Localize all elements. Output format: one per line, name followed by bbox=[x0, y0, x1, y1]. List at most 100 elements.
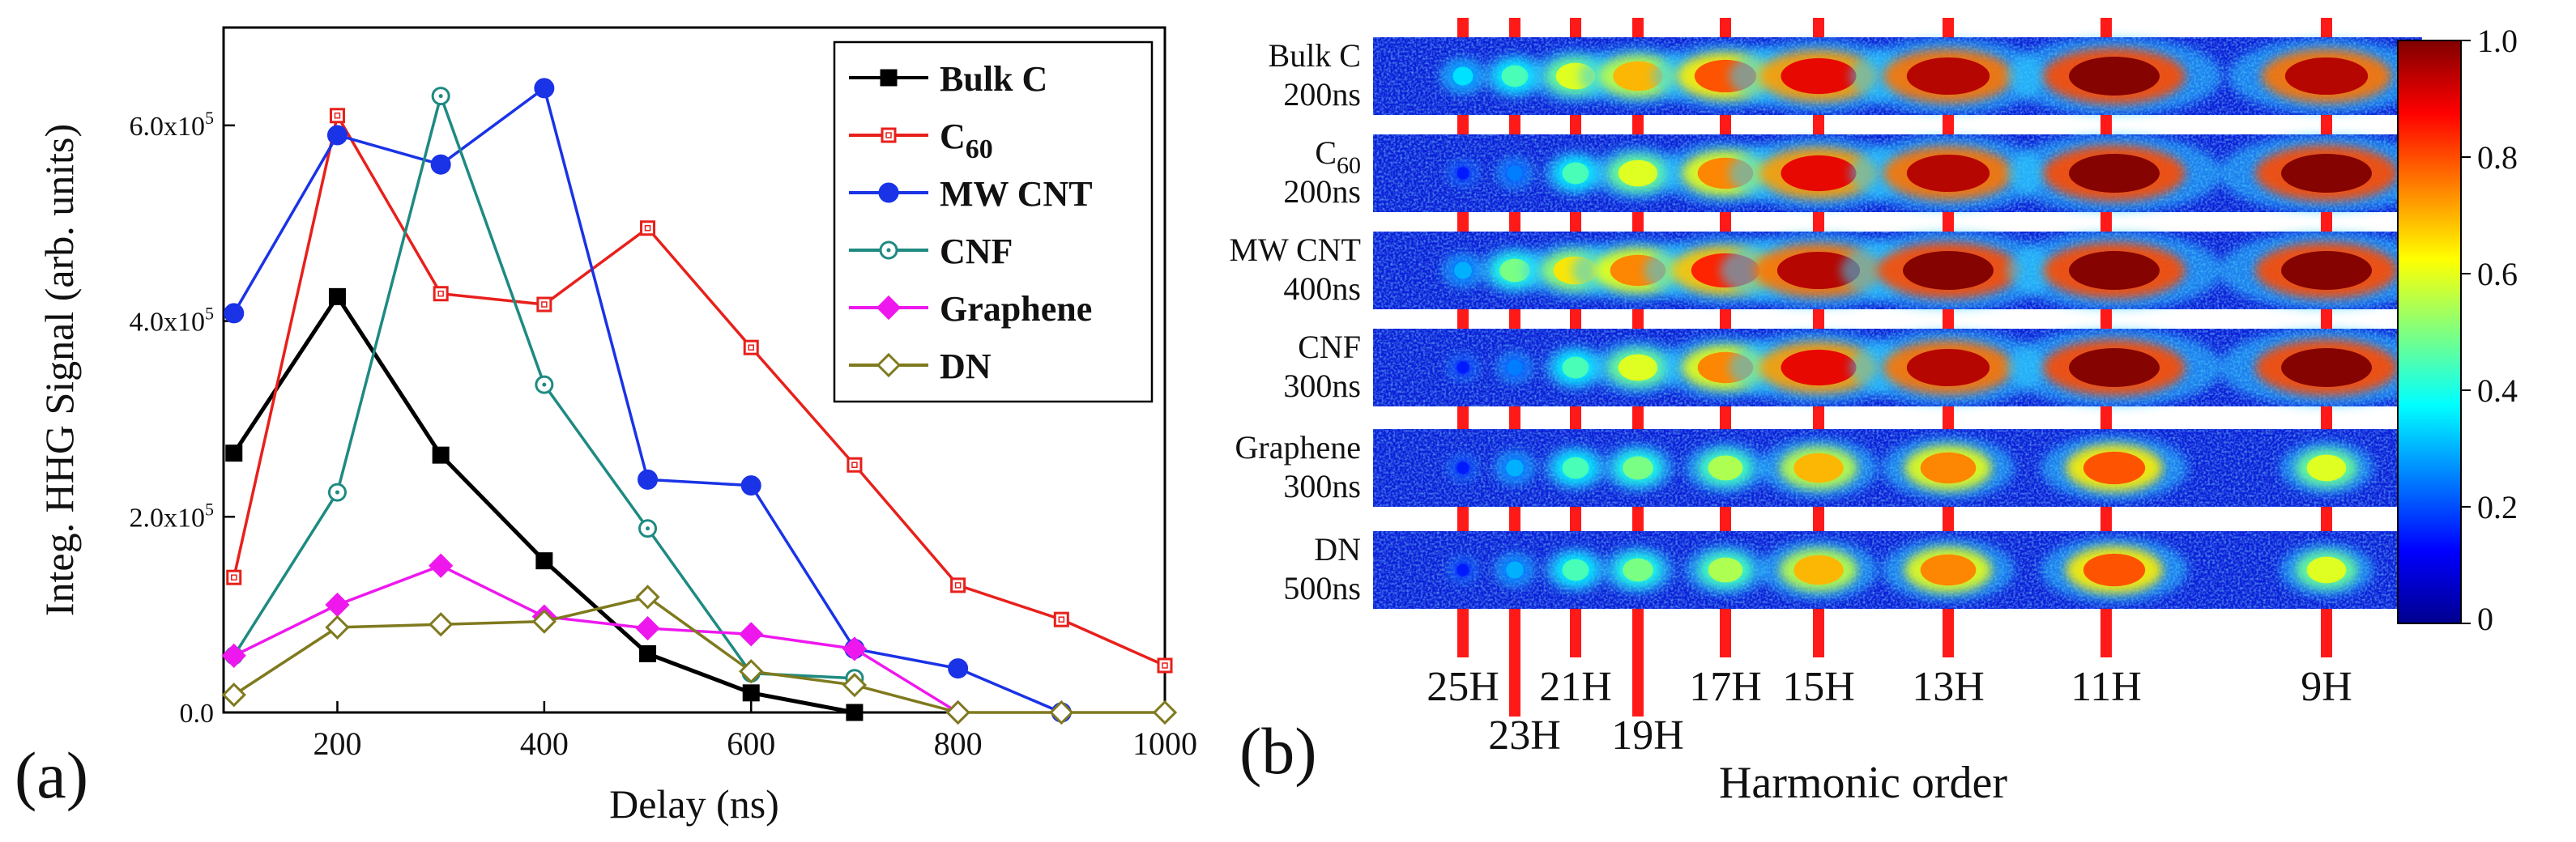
colorbar-tick-label: 1.0 bbox=[2477, 23, 2518, 59]
spot-core bbox=[1456, 361, 1469, 374]
harmonic-marker-gap bbox=[1632, 309, 1644, 329]
marker-inner bbox=[334, 113, 341, 119]
harmonic-spot bbox=[1849, 330, 2047, 406]
harmonic-marker-gap bbox=[2100, 212, 2112, 232]
y-tick-label: 0.0 bbox=[180, 699, 215, 729]
data-point bbox=[739, 659, 764, 684]
harmonic-marker-gap bbox=[1457, 406, 1469, 429]
sample-name-label: C60 bbox=[1315, 134, 1361, 179]
colorbar-gradient bbox=[2397, 40, 2462, 624]
spot-core bbox=[1781, 57, 1857, 95]
data-point bbox=[325, 592, 350, 618]
legend-entry: Graphene bbox=[849, 289, 1092, 329]
harmonic-marker-gap bbox=[2321, 609, 2332, 657]
harmonic-marker-gap bbox=[1813, 309, 1824, 329]
harmonic-order-label: 15H bbox=[1782, 664, 1855, 710]
harmonic-marker-gap bbox=[2321, 406, 2332, 429]
harmonic-marker-gap bbox=[1720, 609, 1731, 657]
harmonic-marker-gap bbox=[2321, 115, 2332, 134]
harmonic-marker-gap bbox=[1813, 115, 1824, 134]
harmonic-marker-top bbox=[1943, 18, 1954, 37]
data-point bbox=[847, 457, 863, 473]
series-c60 bbox=[226, 108, 1173, 674]
marker-inner bbox=[542, 382, 547, 387]
harmonic-marker-gap bbox=[1943, 212, 1954, 232]
legend-marker bbox=[876, 352, 902, 378]
harmonic-spot bbox=[1494, 450, 1536, 486]
sample-delay-label: 500ns bbox=[1283, 570, 1361, 606]
spot-core bbox=[1562, 559, 1589, 581]
sample-name-label: MW CNT bbox=[1229, 232, 1361, 268]
harmonic-spot bbox=[1448, 355, 1478, 381]
spot-core bbox=[1708, 455, 1743, 481]
harmonic-spot bbox=[1439, 57, 1487, 96]
harmonic-marker-gap bbox=[1632, 609, 1644, 717]
data-point bbox=[531, 609, 557, 634]
data-point bbox=[635, 615, 660, 641]
harmonic-spot bbox=[1543, 548, 1608, 592]
spot-core bbox=[1793, 453, 1844, 483]
spot-core bbox=[1499, 258, 1530, 283]
series-graphene bbox=[221, 553, 970, 725]
sample-name-label: CNF bbox=[1298, 329, 1361, 365]
spot-core bbox=[1507, 359, 1523, 376]
panel-label-a: (a) bbox=[15, 738, 88, 812]
harmonic-spot bbox=[2219, 134, 2434, 212]
harmonic-marker-gap bbox=[2100, 309, 2112, 329]
y-tick-label: 2.0x105 bbox=[130, 499, 215, 533]
spot-core bbox=[1501, 65, 1529, 87]
series-dn bbox=[221, 585, 1178, 725]
data-point bbox=[950, 577, 966, 593]
marker-inner bbox=[1162, 662, 1168, 669]
harmonic-marker-gap bbox=[2100, 115, 2112, 134]
colorbar: 0 0.2 0.4 0.6 0.8 1.0 bbox=[2397, 23, 2518, 637]
harmonic-order-label: 13H bbox=[1912, 664, 1985, 710]
harmonic-marker-gap bbox=[1632, 507, 1644, 531]
spot-core bbox=[1562, 457, 1589, 479]
harmonic-marker-top bbox=[1813, 18, 1824, 37]
harmonic-marker-gap bbox=[1943, 406, 1954, 429]
series-bulk-c bbox=[225, 287, 864, 721]
spot-core bbox=[2069, 348, 2160, 387]
x-tick-label: 800 bbox=[934, 725, 983, 762]
spot-core bbox=[1920, 452, 1977, 484]
spot-core bbox=[1781, 155, 1857, 192]
sample-delay-label: 300ns bbox=[1283, 468, 1361, 504]
data-point bbox=[743, 339, 759, 355]
marker-inner bbox=[437, 290, 444, 297]
harmonic-spot bbox=[1543, 346, 1608, 389]
colorbar-tick-label: 0.4 bbox=[2477, 372, 2518, 409]
spot-core bbox=[2069, 251, 2160, 290]
spot-core bbox=[1613, 61, 1663, 91]
harmonic-marker-gap bbox=[2100, 406, 2112, 429]
harmonic-marker-gap bbox=[1457, 115, 1469, 134]
harmonic-spot bbox=[2219, 329, 2434, 406]
harmonic-marker-gap bbox=[2100, 609, 2112, 657]
harmonic-spot bbox=[2007, 37, 2222, 115]
harmonic-marker-gap bbox=[1509, 309, 1520, 329]
harmonic-marker-gap bbox=[1720, 115, 1731, 134]
data-point bbox=[945, 700, 970, 725]
harmonic-spot bbox=[1601, 546, 1674, 593]
harmonic-spot bbox=[1684, 545, 1767, 595]
harmonic-spot bbox=[1543, 446, 1608, 490]
legend-entry: Bulk C bbox=[849, 59, 1047, 99]
data-point bbox=[429, 612, 454, 637]
series-cnf bbox=[224, 87, 864, 688]
harmonic-image-row bbox=[1373, 232, 2434, 309]
plot-area-frame bbox=[222, 26, 1166, 714]
harmonic-spot bbox=[1448, 557, 1478, 583]
spot-core bbox=[1618, 354, 1658, 381]
data-point bbox=[638, 469, 659, 490]
legend-entry: DN bbox=[849, 347, 992, 386]
harmonic-spot bbox=[2280, 543, 2373, 597]
harmonic-axis-label: Harmonic order bbox=[1719, 758, 2007, 808]
x-axis-label: Delay (ns) bbox=[609, 781, 779, 827]
marker-inner bbox=[541, 301, 548, 308]
legend-marker bbox=[878, 182, 899, 203]
harmonic-marker-gap bbox=[2321, 507, 2332, 531]
harmonic-spot bbox=[1840, 232, 2056, 309]
harmonic-spot bbox=[1882, 436, 2015, 500]
harmonic-order-label: 23H bbox=[1488, 712, 1561, 759]
harmonic-spot bbox=[2041, 435, 2188, 501]
